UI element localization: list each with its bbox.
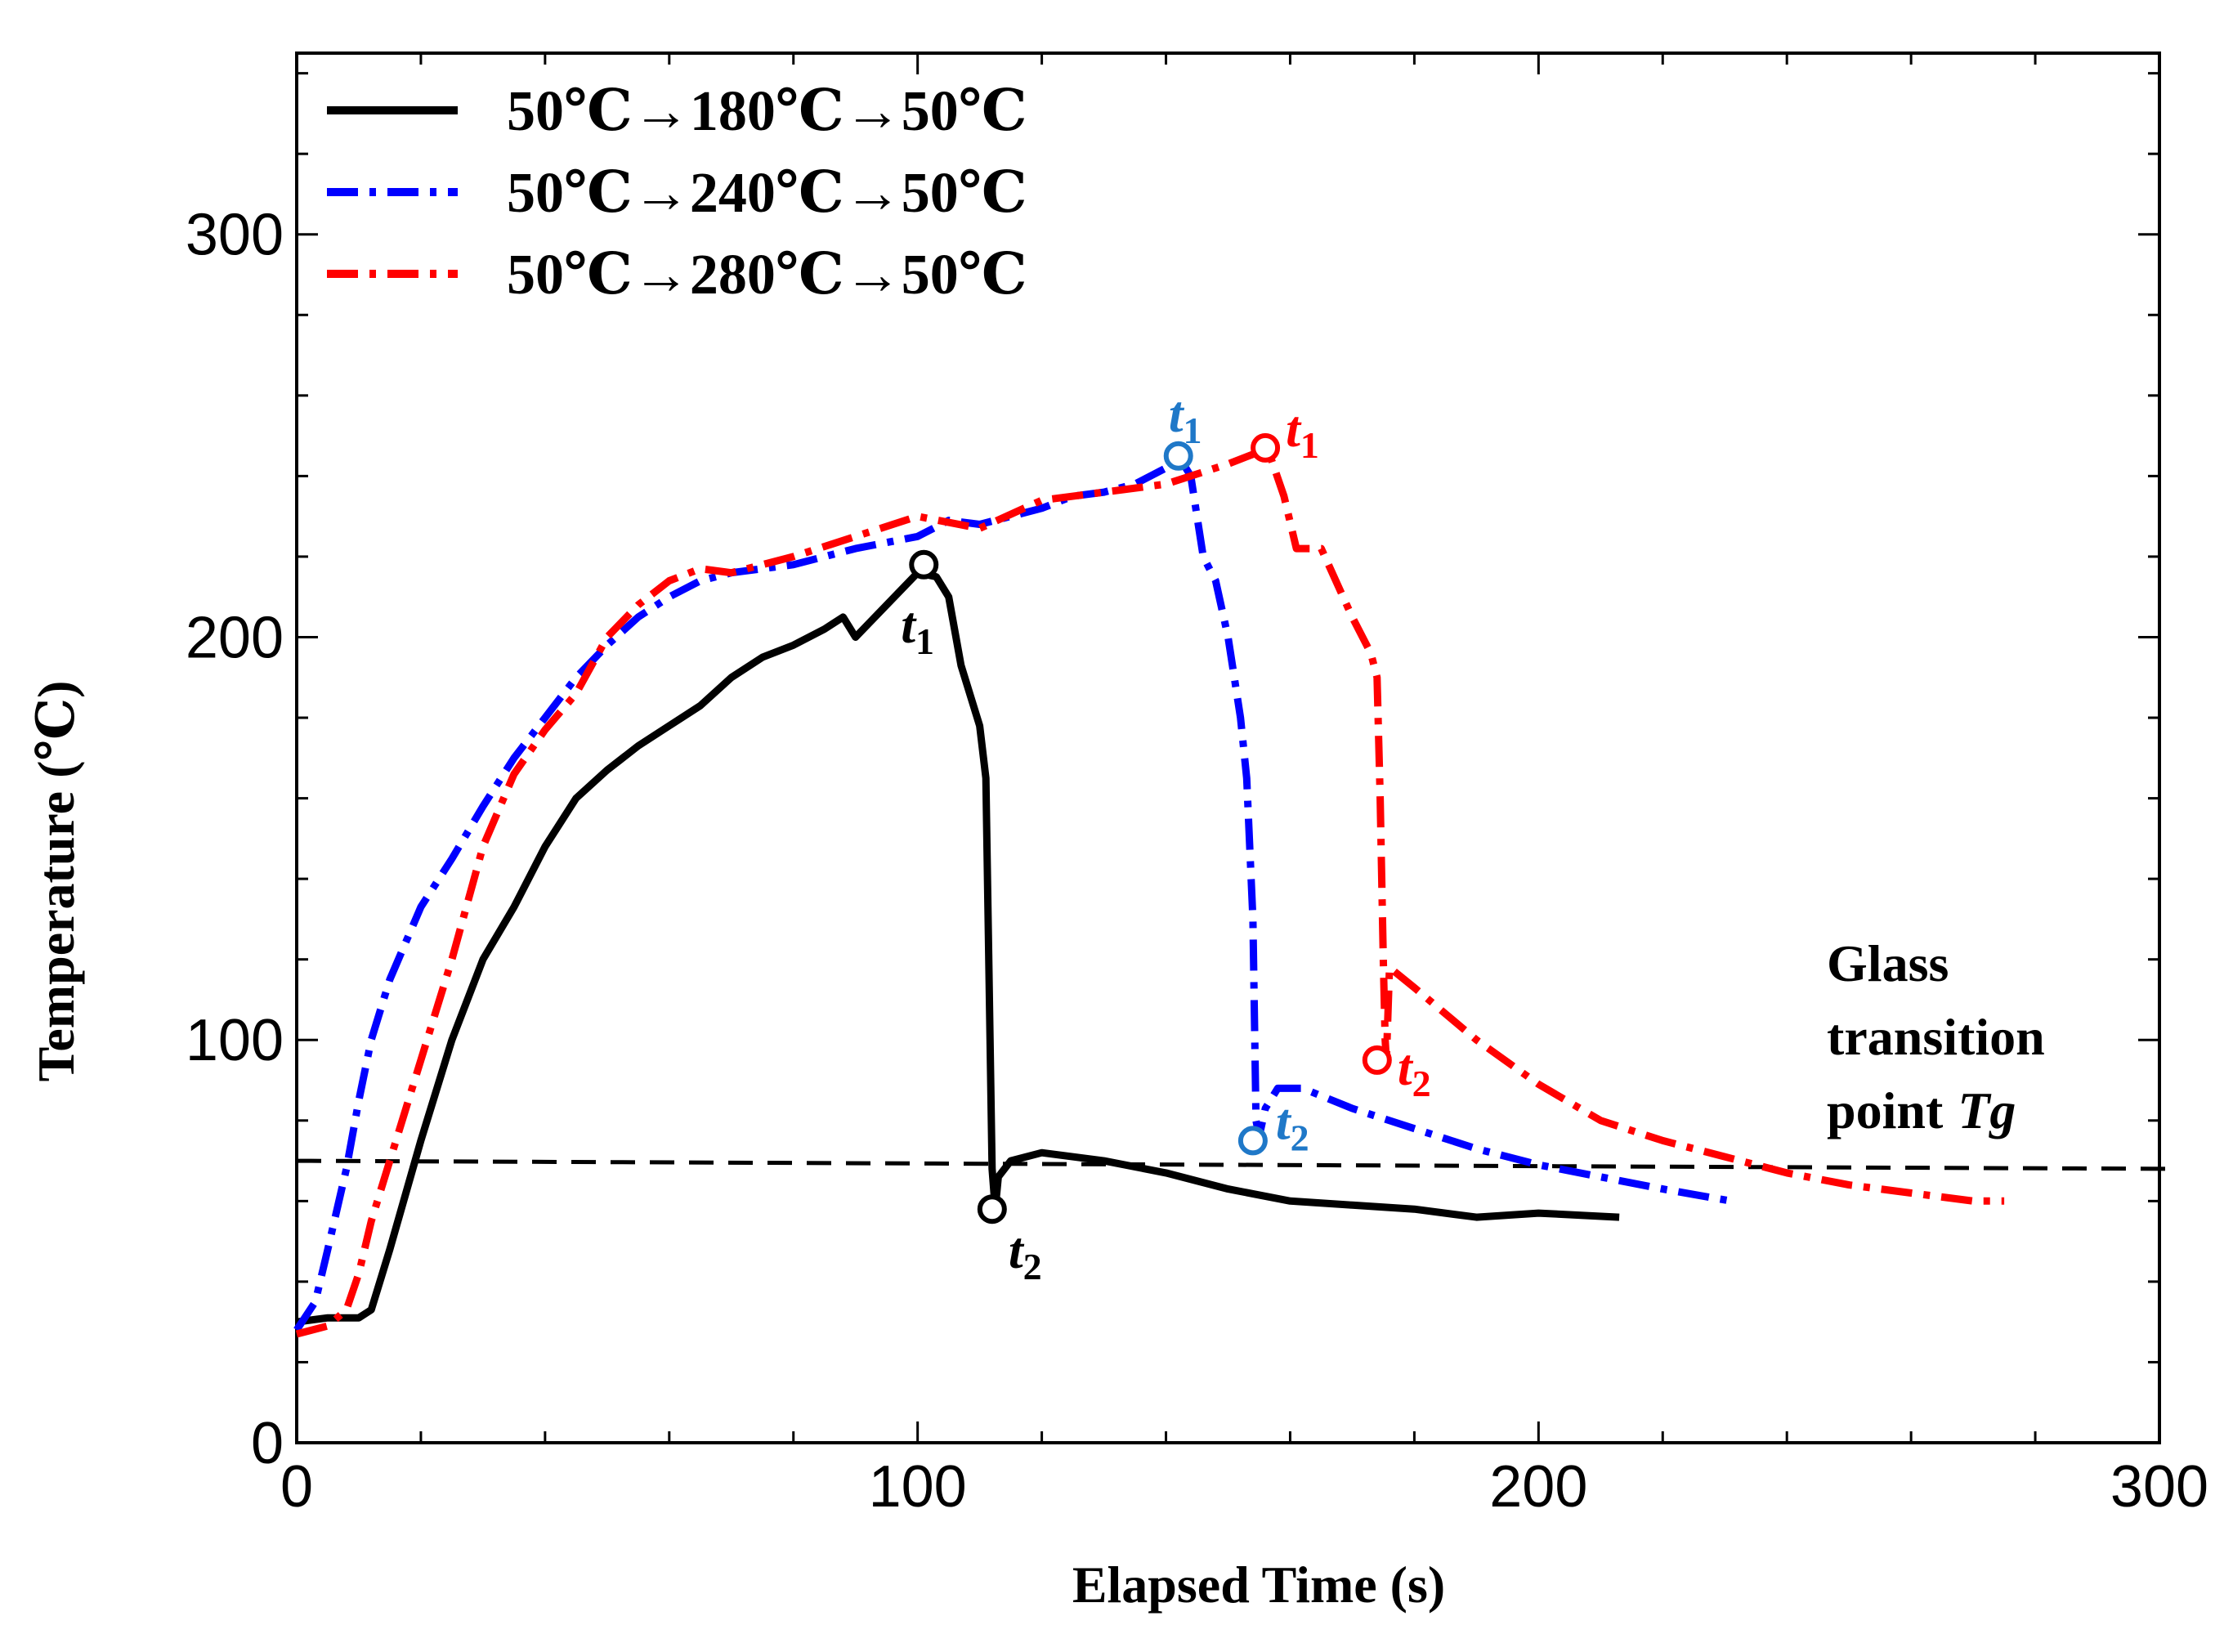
y-tick-label: 200 — [186, 605, 284, 670]
marker-label-t: t — [1276, 1092, 1292, 1150]
x-tick-label: 0 — [280, 1454, 313, 1520]
tg-label-line-1: Glass — [1827, 934, 1949, 992]
legend-label-2: 50℃→280℃→50℃ — [507, 244, 1027, 307]
series-line-0 — [296, 569, 1620, 1326]
marker-t2-series-2 — [1362, 1045, 1392, 1075]
tg-symbol: Tg — [1958, 1081, 2016, 1139]
marker-label-subscript: 1 — [1300, 424, 1319, 466]
marker-label-t: t — [1286, 400, 1302, 458]
series-line-2 — [295, 448, 2005, 1338]
series-line-1 — [293, 452, 1732, 1332]
x-tick-label: 300 — [2110, 1454, 2208, 1520]
marker-label-t1-series-0: t1 — [901, 596, 934, 662]
marker-label-subscript: 2 — [1412, 1063, 1431, 1104]
marker-label-t: t — [1398, 1038, 1414, 1096]
legend-label-0: 50℃→180℃→50℃ — [507, 80, 1027, 143]
x-tick-label: 100 — [869, 1454, 967, 1520]
marker-label-subscript: 1 — [1184, 410, 1202, 451]
marker-t1-series-2 — [1251, 432, 1281, 463]
plot-area-border — [295, 51, 2161, 1444]
marker-label-t2-series-2: t2 — [1398, 1038, 1431, 1104]
reference-line-group — [296, 1158, 2173, 1171]
y-tick-label: 100 — [186, 1008, 284, 1073]
marker-label-t2-series-1: t2 — [1276, 1092, 1309, 1158]
marker-t2-series-1 — [1237, 1126, 1268, 1156]
tg-annotation: Glass transition point Tg — [1827, 934, 2045, 1139]
tg-label-line-2: transition — [1827, 1008, 2045, 1066]
tg-label-line-3: point Tg — [1827, 1081, 2016, 1139]
marker-t1-series-0 — [909, 549, 939, 580]
marker-label-t1-series-1: t1 — [1169, 385, 1202, 451]
y-tick-label: 300 — [186, 203, 284, 268]
plot-frame — [295, 51, 2161, 1444]
marker-label-t: t — [901, 596, 917, 654]
y-axis-title: Temperature (℃) — [27, 681, 85, 1082]
axis-ticks — [295, 53, 2161, 1444]
tick-labels: 0 100 200 300 0 100 200 300 — [186, 203, 2208, 1520]
marker-label-subscript: 2 — [1291, 1117, 1309, 1158]
tg-label-word-point: point — [1827, 1081, 1944, 1139]
marker-t1-series-1 — [1163, 441, 1193, 471]
marker-label-t: t — [1009, 1221, 1025, 1279]
marker-label-subscript: 1 — [915, 620, 934, 662]
marker-t2-series-0 — [977, 1194, 1007, 1224]
series-group — [293, 448, 2005, 1338]
marker-label-t1-series-2: t1 — [1286, 400, 1319, 466]
y-tick-label: 0 — [251, 1411, 284, 1476]
marker-label-subscript: 2 — [1023, 1246, 1042, 1287]
legend: 50℃→180℃→50℃ 50℃→240℃→50℃ 50℃→280℃→50℃ — [327, 80, 1027, 307]
x-axis-title: Elapsed Time (s) — [1072, 1556, 1445, 1614]
tg-reference-line — [296, 1158, 2173, 1171]
marker-label-t2-series-0: t2 — [1009, 1221, 1042, 1287]
x-tick-label: 200 — [1489, 1454, 1587, 1520]
marker-label-t: t — [1169, 385, 1185, 443]
legend-label-1: 50℃→240℃→50℃ — [507, 162, 1027, 225]
